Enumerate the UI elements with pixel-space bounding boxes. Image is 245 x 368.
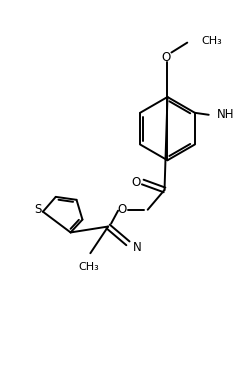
Text: S: S bbox=[34, 203, 42, 216]
Text: O: O bbox=[117, 203, 127, 216]
Text: CH₃: CH₃ bbox=[201, 36, 222, 46]
Text: CH₃: CH₃ bbox=[78, 262, 99, 272]
Text: O: O bbox=[162, 51, 171, 64]
Text: N: N bbox=[133, 241, 142, 254]
Text: NH: NH bbox=[217, 108, 234, 121]
Text: O: O bbox=[131, 176, 140, 188]
